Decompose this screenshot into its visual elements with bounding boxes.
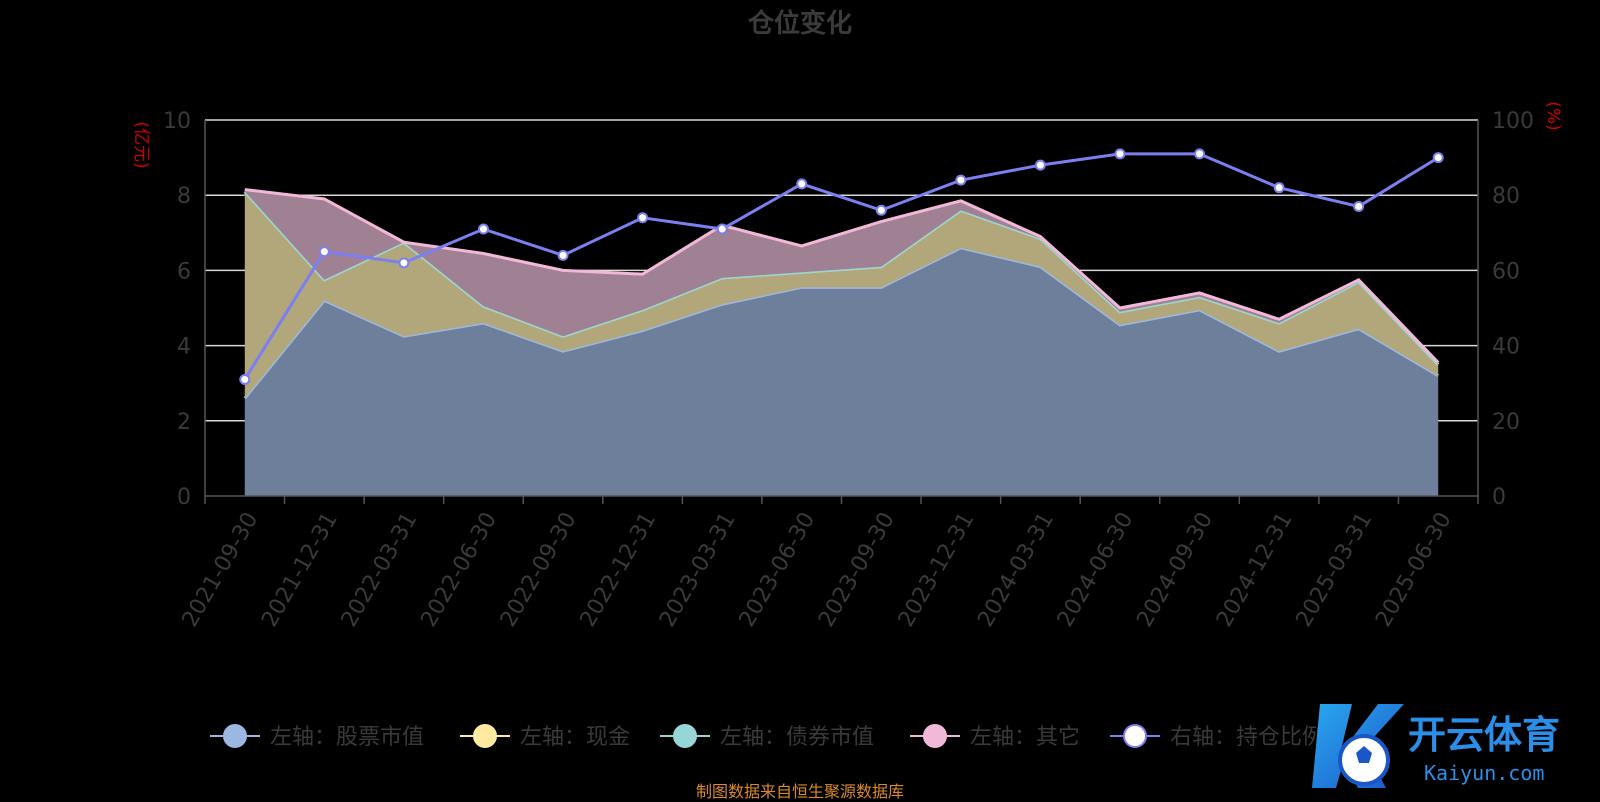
watermark-main: 开云体育	[1408, 713, 1560, 757]
right-tick-label: 40	[1492, 335, 1520, 360]
x-tick-label: 2022-09-30	[496, 508, 582, 631]
watermark-logo: 开云体育 Kaiyun.com	[1312, 704, 1560, 788]
ratio-point	[716, 223, 728, 235]
ratio-point	[398, 257, 410, 269]
x-tick-label: 2024-03-31	[973, 508, 1059, 631]
left-tick-label: 2	[177, 410, 191, 435]
left-tick-label: 6	[177, 259, 191, 284]
area-fill	[244, 189, 1439, 365]
left-tick-label: 10	[163, 109, 191, 134]
watermark-sub: Kaiyun.com	[1424, 761, 1544, 785]
ratio-point	[1432, 152, 1444, 164]
area-fill	[244, 247, 1439, 496]
ratio-point	[1194, 148, 1206, 160]
ratio-point	[1353, 200, 1365, 212]
ratio-point	[637, 212, 649, 224]
x-tick-label: 2023-03-31	[655, 508, 741, 631]
right-tick-label: 80	[1492, 184, 1520, 209]
legend-item[interactable]: 左轴：债券市值	[660, 724, 874, 750]
left-tick-label: 8	[177, 184, 191, 209]
legend-label: 左轴：股票市值	[270, 725, 424, 750]
x-tick-label: 2021-12-31	[257, 508, 343, 631]
x-tick-label: 2024-09-30	[1132, 508, 1218, 631]
legend-marker-icon	[223, 724, 247, 748]
area-line	[244, 188, 1440, 364]
x-tick-label: 2024-06-30	[1053, 508, 1139, 631]
legend-item[interactable]: 左轴：其它	[910, 724, 1080, 750]
ratio-point	[1034, 159, 1046, 171]
ratio-line	[243, 152, 1440, 381]
ratio-line-layer	[239, 148, 1444, 385]
left-axis-unit: (亿元)	[131, 121, 151, 168]
x-tick-label: 2022-03-31	[337, 508, 423, 631]
x-tick-label: 2023-12-31	[894, 508, 980, 631]
legend-item[interactable]: 左轴：现金	[460, 724, 630, 750]
ratio-point	[239, 373, 251, 385]
legend-marker-icon	[923, 724, 947, 748]
ratio-point	[955, 174, 967, 186]
right-tick-label: 0	[1492, 485, 1506, 510]
left-tick-label: 0	[177, 485, 191, 510]
x-tick-label: 2021-09-30	[178, 508, 264, 631]
area-layer	[243, 188, 1440, 496]
right-tick-label: 100	[1492, 109, 1534, 134]
ratio-point	[1273, 182, 1285, 194]
right-axis-unit: (%)	[1543, 101, 1563, 130]
legend-marker-icon	[1123, 724, 1147, 748]
ratio-point	[796, 178, 808, 190]
ratio-point	[875, 204, 887, 216]
left-tick-label: 4	[177, 335, 191, 360]
legend-item[interactable]: 右轴：持仓比例	[1110, 724, 1324, 750]
legend-label: 右轴：持仓比例	[1170, 725, 1324, 750]
ratio-point	[477, 223, 489, 235]
x-tick-label: 2023-06-30	[735, 508, 821, 631]
x-tick-label: 2022-06-30	[416, 508, 502, 631]
legend-label: 左轴：现金	[520, 725, 630, 750]
x-tick-label: 2022-12-31	[576, 508, 662, 631]
ratio-point	[1114, 148, 1126, 160]
legend[interactable]: 左轴：股票市值 左轴：现金 左轴：债券市值 左轴：其它 右轴：持仓比例	[210, 724, 1324, 750]
x-tick-label: 2024-12-31	[1212, 508, 1298, 631]
legend-marker-icon	[473, 724, 497, 748]
legend-label: 左轴：其它	[970, 725, 1080, 750]
x-tick-label: 2023-09-30	[814, 508, 900, 631]
legend-label: 左轴：债券市值	[720, 725, 874, 750]
legend-marker-icon	[673, 724, 697, 748]
x-tick-label: 2025-06-30	[1371, 508, 1457, 631]
ratio-point	[557, 249, 569, 261]
right-tick-label: 20	[1492, 410, 1520, 435]
chart-title: 仓位变化	[747, 8, 852, 39]
right-tick-label: 60	[1492, 259, 1520, 284]
ratio-point	[318, 246, 330, 258]
x-tick-label: 2025-03-31	[1292, 508, 1378, 631]
data-source-note: 制图数据来自恒生聚源数据库	[695, 782, 904, 801]
legend-item[interactable]: 左轴：股票市值	[210, 724, 424, 750]
